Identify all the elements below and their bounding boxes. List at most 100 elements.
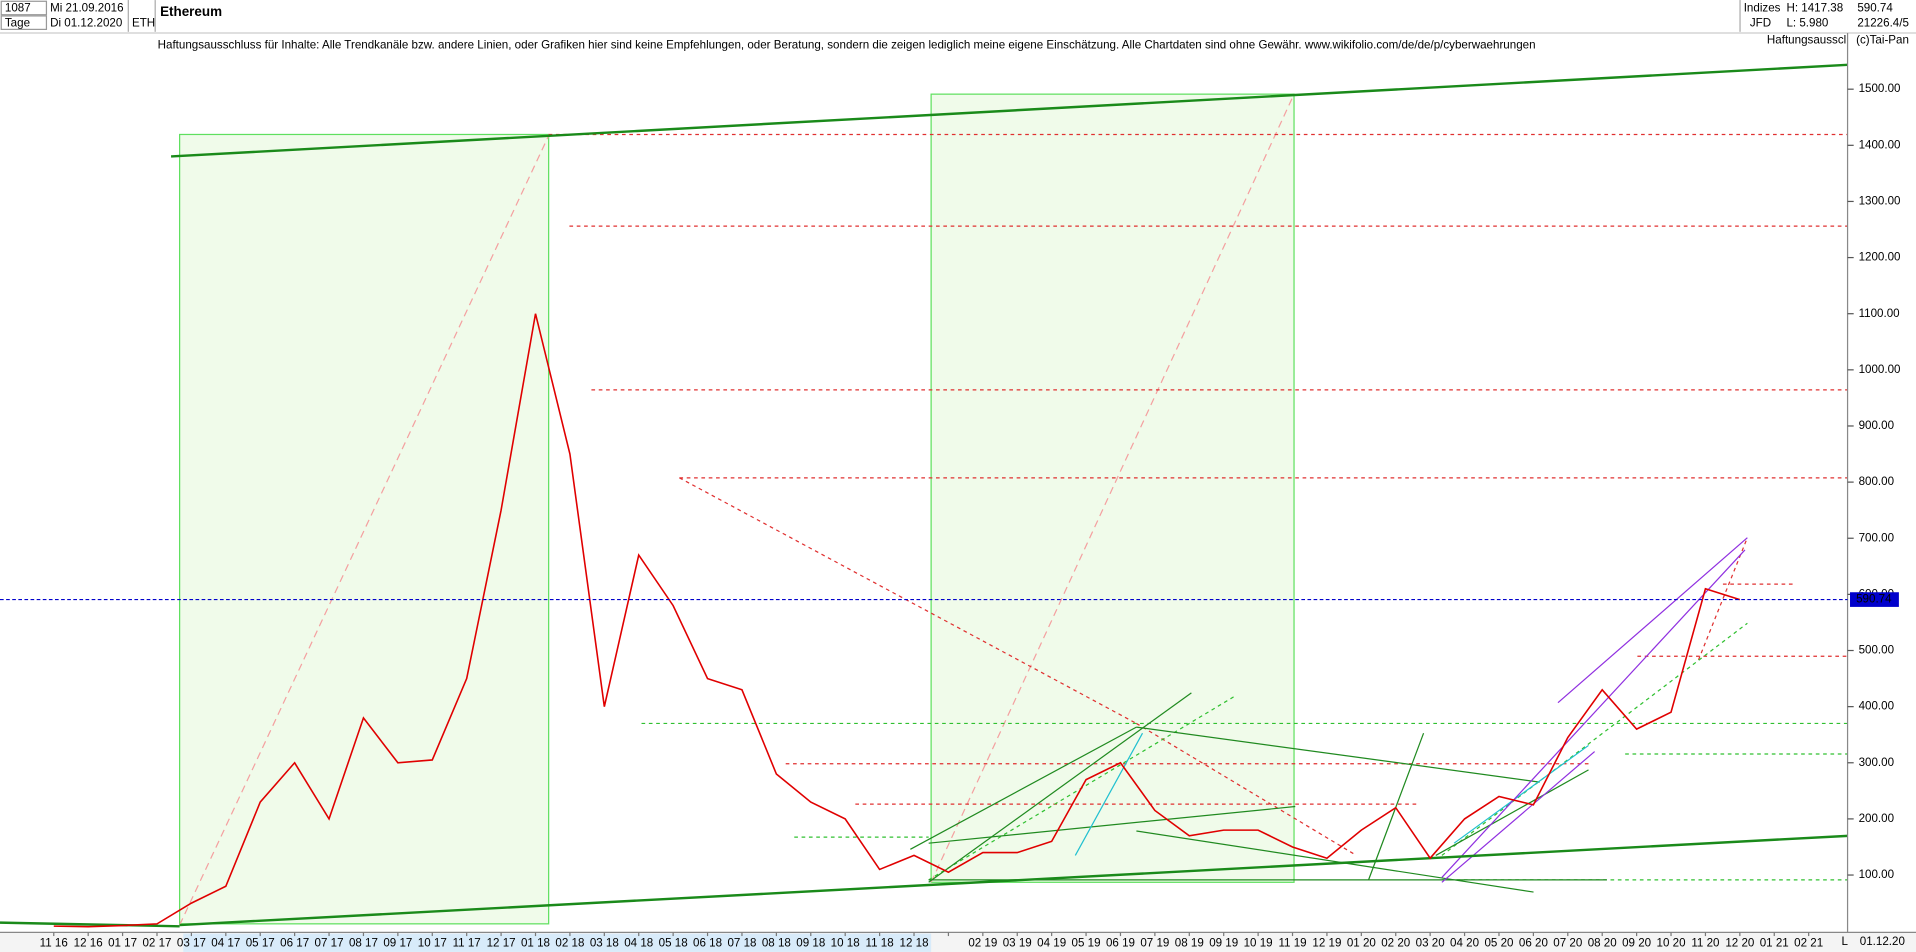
x-tick-label: 03 20 — [1416, 936, 1445, 949]
period-box[interactable] — [0, 15, 48, 30]
x-tick-label: 11 20 — [1691, 936, 1719, 949]
x-tick-label: 08 17 — [349, 936, 378, 949]
disclaimer-short: Haftungsausscl — [1767, 33, 1846, 46]
x-tick-label: 09 18 — [796, 936, 825, 949]
x-tick-label: 03 18 — [590, 936, 619, 949]
x-tick-label: 04 20 — [1450, 936, 1479, 949]
x-tick-label: 01 18 — [521, 936, 550, 949]
x-tick-label: 12 17 — [487, 936, 516, 949]
x-tick-label: 06 18 — [693, 936, 722, 949]
y-tick-label: 500.00 — [1859, 644, 1894, 657]
x-tick-label: 05 20 — [1484, 936, 1513, 949]
x-tick-label: 09 20 — [1622, 936, 1651, 949]
x-tick-label: 12 16 — [74, 936, 103, 949]
x-tick-label: 02 19 — [968, 936, 997, 949]
y-tick-label: 1500.00 — [1859, 82, 1901, 95]
y-tick-label: 1300.00 — [1859, 195, 1901, 208]
trendlines — [1074, 732, 1589, 856]
x-tick-label: 10 19 — [1244, 936, 1273, 949]
disclaimer: Haftungsausschluss für Inhalte: Alle Tre… — [158, 38, 1536, 51]
last-price-box — [1850, 592, 1899, 607]
y-tick-label: 100.00 — [1859, 868, 1894, 881]
levels — [548, 133, 1848, 856]
x-tick-label: 03 19 — [1003, 936, 1032, 949]
x-tick-label: 11 18 — [866, 936, 894, 949]
x-tick-label: 07 17 — [315, 936, 344, 949]
price-line — [53, 313, 1741, 928]
x-tick-label: 01 21 — [1760, 936, 1789, 949]
x-tick-label: 09 17 — [383, 936, 412, 949]
x-tick-label: 11 19 — [1278, 936, 1306, 949]
last-price: 590.74 — [1857, 2, 1893, 15]
low: L: 5.980 — [1786, 16, 1828, 29]
bars-count: 1087 — [5, 2, 31, 15]
x-tick-label: 10 20 — [1657, 936, 1686, 949]
x-tick-label: 04 17 — [211, 936, 240, 949]
diagonal — [930, 93, 1295, 883]
y-tick-label: 1400.00 — [1859, 138, 1901, 151]
x-tick-label: 12 19 — [1312, 936, 1341, 949]
y-tick-label: 800.00 — [1859, 475, 1894, 488]
x-tick-label: 08 19 — [1175, 936, 1204, 949]
y-tick-label: 900.00 — [1859, 419, 1894, 432]
x-tick-label: 12 18 — [900, 936, 929, 949]
to-date: Di 01.12.2020 — [50, 16, 122, 29]
x-tick-label: 12 20 — [1725, 936, 1754, 949]
from-date: Mi 21.09.2016 — [50, 2, 123, 15]
x-tick-label: 07 18 — [727, 936, 756, 949]
copyright: (c)Tai-Pan — [1856, 33, 1909, 46]
x-tick-label: 03 17 — [177, 936, 206, 949]
symbol: ETH — [132, 16, 155, 29]
x-tick-label: 06 20 — [1519, 936, 1548, 949]
main-trendline — [179, 834, 1848, 927]
period: Tage — [5, 16, 30, 29]
x-tick-label: 08 20 — [1588, 936, 1617, 949]
x-tick-label: 10 17 — [418, 936, 447, 949]
y-tick-label: 1100.00 — [1859, 307, 1900, 320]
x-tick-label: 07 19 — [1140, 936, 1169, 949]
plot: 100.00200.00300.00400.00500.00600.00700.… — [0, 82, 1900, 949]
end-date: 01.12.20 — [1860, 935, 1905, 948]
scale-mode: L — [1841, 935, 1848, 948]
x-tick-label: 05 18 — [659, 936, 688, 949]
y-tick-label: 1200.00 — [1859, 251, 1901, 264]
main-trendline — [171, 63, 1848, 158]
x-tick-label: 11 16 — [40, 936, 68, 949]
y-tick-label: 400.00 — [1859, 700, 1894, 713]
x-tick-label: 02 18 — [555, 936, 584, 949]
y-tick-label: 700.00 — [1859, 531, 1894, 544]
broker: JFD — [1750, 16, 1771, 29]
x-tick-label: 10 18 — [831, 936, 860, 949]
volume: 21226.4/5 — [1857, 16, 1909, 29]
chart-title: Ethereum — [160, 4, 222, 19]
market: Indizes — [1744, 2, 1781, 15]
high: H: 1417.38 — [1786, 2, 1843, 15]
diagonal — [179, 135, 550, 926]
last-price-label: 590.74 — [1856, 593, 1892, 606]
x-tick-label: 01 17 — [108, 936, 137, 949]
x-tick-label: 11 17 — [453, 936, 481, 949]
x-tick-label: 05 19 — [1072, 936, 1101, 949]
x-axis-highlight — [183, 933, 932, 952]
header-bg — [0, 0, 1916, 35]
channel — [1441, 537, 1748, 883]
x-tick-label: 02 20 — [1381, 936, 1410, 949]
bars-box[interactable] — [0, 0, 48, 16]
x-tick-label: 08 18 — [762, 936, 791, 949]
x-tick-label: 09 19 — [1209, 936, 1238, 949]
y-tick-label: 200.00 — [1859, 812, 1894, 825]
x-tick-label: 06 19 — [1106, 936, 1135, 949]
x-tick-label: 05 17 — [246, 936, 275, 949]
x-tick-label: 06 17 — [280, 936, 309, 949]
x-tick-label: 02 17 — [142, 936, 171, 949]
main-trendline — [0, 921, 180, 928]
range-box — [179, 133, 550, 925]
x-tick-label: 04 19 — [1037, 936, 1066, 949]
x-tick-label: 04 18 — [624, 936, 653, 949]
y-tick-label: 1000.00 — [1859, 363, 1901, 376]
x-tick-label: 02 21 — [1794, 936, 1823, 949]
x-tick-label: 07 20 — [1553, 936, 1582, 949]
x-tick-label: 01 20 — [1347, 936, 1376, 949]
